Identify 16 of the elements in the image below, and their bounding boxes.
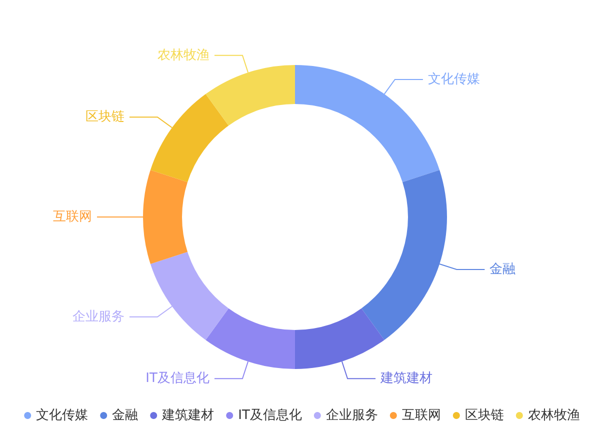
- slice-label: IT及信息化: [146, 371, 210, 386]
- slice-label: 文化传媒: [428, 72, 480, 87]
- legend-label: 金融: [112, 408, 138, 423]
- legend-label: 农林牧渔: [528, 408, 580, 423]
- slice-label: 区块链: [85, 110, 124, 125]
- slice-label: 互联网: [53, 210, 92, 224]
- legend-label: 企业服务: [326, 408, 378, 423]
- slice-label: 农林牧渔: [157, 48, 210, 63]
- legend-label: IT及信息化: [238, 408, 302, 423]
- legend-label: 文化传媒: [36, 408, 88, 423]
- legend-label: 区块链: [464, 408, 504, 423]
- slice-label: 金融: [490, 262, 516, 278]
- slice-label: 建筑建材: [380, 371, 433, 386]
- legend-label: 建筑建材: [161, 408, 214, 423]
- legend-label: 互联网: [402, 408, 441, 423]
- slice-label: 企业服务: [72, 309, 124, 324]
